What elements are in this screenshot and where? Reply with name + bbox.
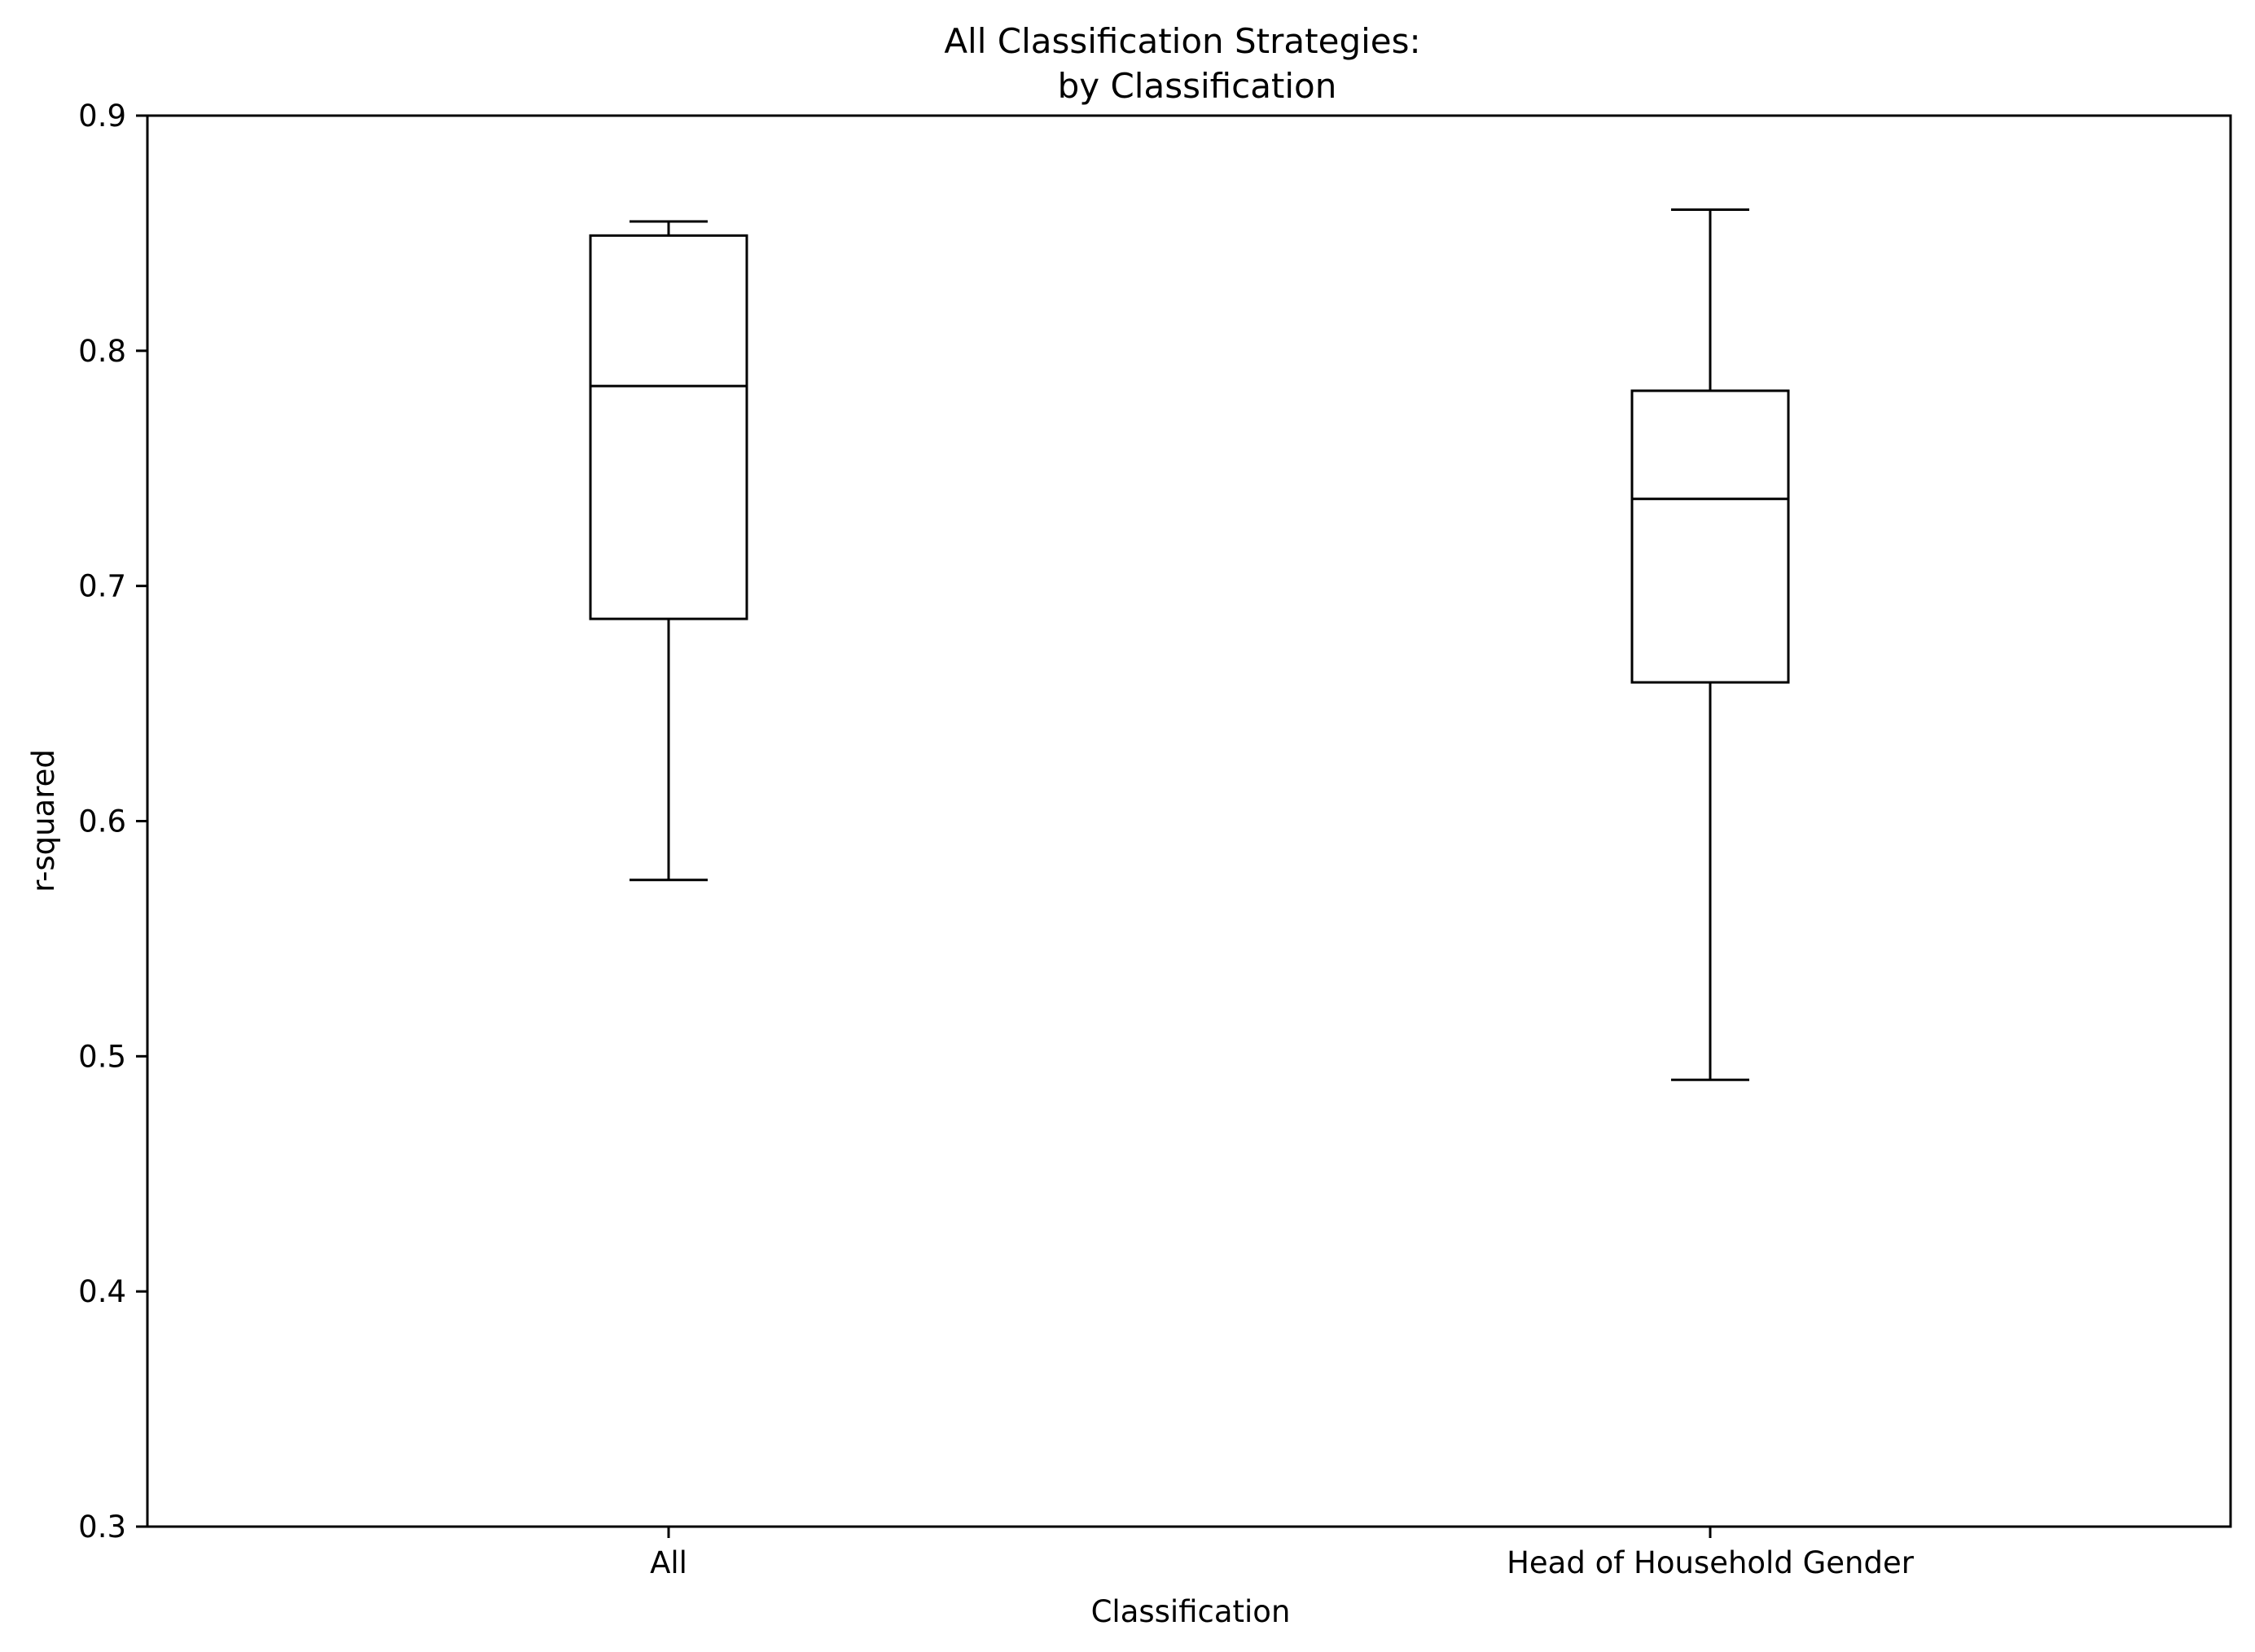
y-tick-label: 0.7: [78, 569, 126, 604]
plot-frame: [146, 114, 2232, 1528]
y-tick-label: 0.9: [78, 99, 126, 134]
y-tick-label: 0.8: [78, 334, 126, 369]
chart-title: All Classification Strategies:: [944, 21, 1420, 61]
plot-area: 0.3 0.4 0.5 0.6 0.7 0.8 0.9 All Head of Househol…: [78, 99, 1915, 1580]
chart-subtitle: by Classification: [1058, 66, 1337, 106]
x-axis-label: Classification: [1091, 1594, 1291, 1629]
x-tick-label: All: [650, 1545, 687, 1580]
box-iqr: [589, 234, 748, 620]
y-tick-label: 0.5: [78, 1039, 126, 1074]
box-iqr: [1630, 389, 1790, 684]
y-axis-label: r-squared: [26, 749, 61, 892]
y-tick-label: 0.4: [78, 1274, 126, 1309]
x-tick-label: Head of Household Gender: [1507, 1545, 1915, 1580]
y-tick-label: 0.6: [78, 804, 126, 839]
y-tick-label: 0.3: [78, 1510, 126, 1545]
